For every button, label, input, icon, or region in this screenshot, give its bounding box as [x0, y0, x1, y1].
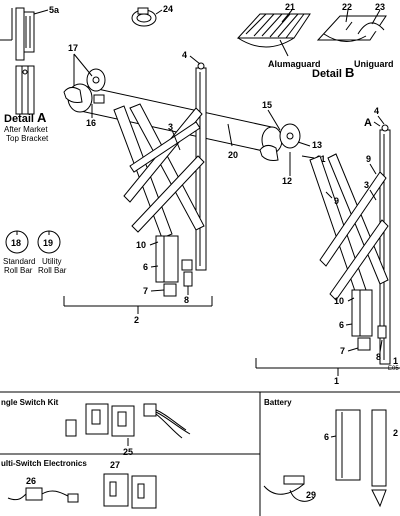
callout-5a: 5a [49, 5, 60, 15]
callout-2: 2 [134, 315, 139, 325]
uniguard-label: Uniguard [354, 59, 394, 69]
callout-25: 25 [123, 447, 133, 457]
callout-3b: 3 [364, 180, 369, 190]
bottom-panel-frames [0, 391, 400, 516]
callout-8a: 8 [184, 295, 189, 305]
callout-3a: 3 [168, 122, 173, 132]
callout-8b: 8 [376, 352, 381, 362]
callout-6b: 6 [339, 320, 344, 330]
multi-switch-electronics [7, 473, 157, 509]
right-end-cap [259, 123, 301, 161]
callout-6a: 6 [143, 262, 148, 272]
callout-18: 18 [11, 238, 21, 248]
callout-4a: 4 [182, 50, 187, 60]
callout-16: 16 [86, 118, 96, 128]
right-lower-arm [351, 289, 387, 351]
battery-pack [263, 409, 387, 508]
detail-b-uniguard [316, 15, 387, 42]
detail-a-line1: After Market [4, 125, 48, 134]
right-rail [379, 124, 391, 365]
callout-21: 21 [285, 2, 295, 12]
callout-1r: 1 [393, 356, 398, 366]
utility-roll-bar-icon [37, 230, 61, 254]
utility-label-1: Utility [42, 257, 62, 266]
callout-10a: 10 [136, 240, 146, 250]
detail-b-alumaguard [236, 13, 311, 57]
callout-23: 23 [375, 2, 385, 12]
alumaguard-label: Alumaguard [268, 59, 321, 69]
dimension-1 [255, 358, 400, 376]
callout-2r: 2 [393, 428, 398, 438]
left-scissor-arm [113, 103, 205, 239]
single-switch-title: ngle Switch Kit [1, 398, 59, 407]
single-switch-kit [65, 403, 191, 439]
callout-12: 12 [282, 176, 292, 186]
callout-7a: 7 [143, 286, 148, 296]
standard-roll-bar-icon [5, 230, 29, 254]
detail-a-line2: Top Bracket [6, 134, 49, 143]
left-lower-arm [155, 235, 193, 297]
detail-a-title: Detail A [4, 110, 47, 125]
callout-10b: 10 [334, 296, 344, 306]
left-end-cap [63, 68, 106, 104]
callout-7b: 7 [340, 346, 345, 356]
callout-17: 17 [68, 43, 78, 53]
callout-9b: 9 [334, 196, 339, 206]
callout-27: 27 [110, 460, 120, 470]
callout-4b: 4 [374, 106, 379, 116]
clamp-part [131, 7, 163, 27]
callout-22: 22 [342, 2, 352, 12]
standard-label-1: Standard [3, 257, 35, 266]
callout-24: 24 [163, 4, 173, 14]
utility-label-2: Roll Bar [38, 266, 67, 275]
multi-switch-title: ulti-Switch Electronics [1, 459, 87, 468]
battery-title: Battery [264, 398, 292, 407]
callout-15: 15 [262, 100, 272, 110]
callout-9a: 9 [366, 154, 371, 164]
detail-a-bracket [0, 7, 49, 115]
dimension-2 [63, 296, 213, 314]
marker-a: A [364, 117, 372, 129]
callout-26: 26 [26, 476, 36, 486]
callout-6c: 6 [324, 432, 329, 442]
detail-b-title: Detail B [312, 65, 354, 80]
right-scissor-arm [309, 153, 389, 301]
standard-label-2: Roll Bar [4, 266, 33, 275]
callout-29: 29 [306, 490, 316, 500]
callout-20: 20 [228, 150, 238, 160]
drawing-code: E05 [388, 366, 399, 372]
callout-19: 19 [43, 238, 53, 248]
callout-1: 1 [334, 376, 339, 386]
callout-13: 13 [312, 140, 322, 150]
